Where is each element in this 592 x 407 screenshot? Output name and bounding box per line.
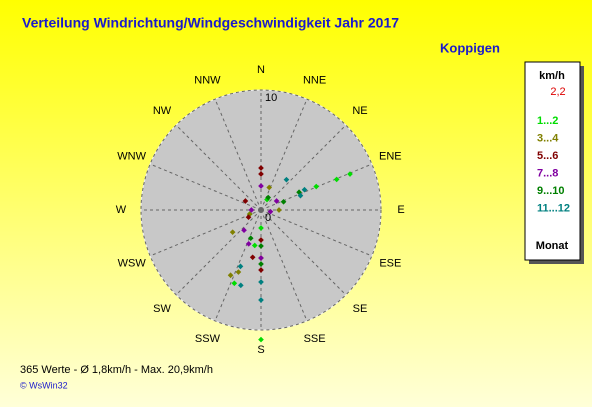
point: [231, 280, 238, 287]
legend-entry: 7...8: [537, 167, 558, 179]
direction-label: ENE: [379, 150, 402, 162]
point: [283, 176, 290, 183]
grid-center: [260, 209, 262, 211]
legend-entry: 1...2: [537, 115, 558, 127]
chart-subtitle: Koppigen: [440, 40, 500, 55]
direction-label: W: [116, 204, 127, 216]
legend-box: [524, 61, 581, 261]
legend-entry: 3...4: [537, 132, 559, 144]
spoke: [149, 209, 262, 257]
point: [229, 229, 236, 235]
point: [258, 279, 264, 285]
point: [258, 237, 264, 243]
point: [235, 269, 242, 275]
grid-ring: [140, 89, 382, 331]
point: [241, 227, 247, 234]
point: [258, 171, 264, 177]
point: [247, 235, 254, 242]
point: [297, 192, 304, 199]
point: [258, 183, 264, 189]
point: [266, 184, 273, 191]
direction-label: NE: [352, 105, 367, 117]
legend-entry: 9...10: [537, 185, 565, 197]
spoke: [260, 209, 347, 296]
point: [333, 176, 340, 183]
spoke: [260, 163, 373, 211]
chart-title: Verteilung Windrichtung/Windgeschwindigk…: [22, 15, 399, 31]
direction-label: SE: [353, 303, 368, 315]
spoke: [149, 163, 262, 211]
spoke: [260, 209, 373, 257]
credit: © WsWin32: [20, 380, 68, 390]
point: [237, 282, 244, 289]
spoke: [214, 209, 262, 322]
point: [313, 183, 320, 190]
point: [258, 165, 264, 171]
point: [347, 171, 353, 177]
point: [245, 241, 252, 247]
direction-label: NW: [153, 105, 172, 117]
point: [242, 198, 249, 204]
direction-label: S: [257, 344, 264, 356]
point: [276, 207, 282, 213]
spoke: [260, 209, 308, 322]
direction-label: E: [397, 204, 404, 216]
point: [258, 297, 264, 303]
legend-title: km/h: [539, 70, 565, 82]
point: [273, 198, 280, 204]
point: [258, 261, 264, 267]
point: [245, 214, 252, 221]
legend-value: 2,2: [550, 86, 565, 98]
point: [265, 194, 272, 201]
legend-footer: Monat: [536, 240, 569, 252]
point: [248, 207, 255, 213]
direction-label: WSW: [118, 257, 147, 269]
direction-label: N: [257, 64, 265, 76]
direction-label: ESE: [379, 257, 401, 269]
direction-label: NNE: [303, 75, 326, 87]
footer: 365 Werte - Ø 1,8km/h - Max. 20,9km/h: [20, 364, 213, 376]
point: [258, 243, 264, 249]
spoke: [175, 209, 262, 296]
point: [280, 198, 287, 205]
direction-label: SSE: [304, 333, 326, 345]
spoke: [260, 124, 347, 211]
point: [227, 272, 234, 279]
r-tick-label: 0: [265, 212, 271, 224]
point: [258, 255, 264, 261]
point: [237, 263, 244, 270]
spoke: [175, 124, 262, 211]
direction-label: SW: [153, 303, 171, 315]
spoke: [214, 98, 262, 211]
spoke: [260, 98, 308, 211]
point: [267, 208, 274, 215]
direction-label: NNW: [194, 75, 221, 87]
point: [258, 267, 264, 273]
point: [258, 336, 264, 343]
legend-entry: 11...12: [537, 202, 570, 214]
point: [251, 242, 258, 249]
point: [258, 225, 264, 231]
point: [301, 186, 308, 193]
direction-label: WNW: [117, 150, 146, 162]
r-tick-label: 10: [265, 92, 277, 104]
direction-label: SSW: [195, 333, 221, 345]
legend-entry: 5...6: [537, 150, 558, 162]
